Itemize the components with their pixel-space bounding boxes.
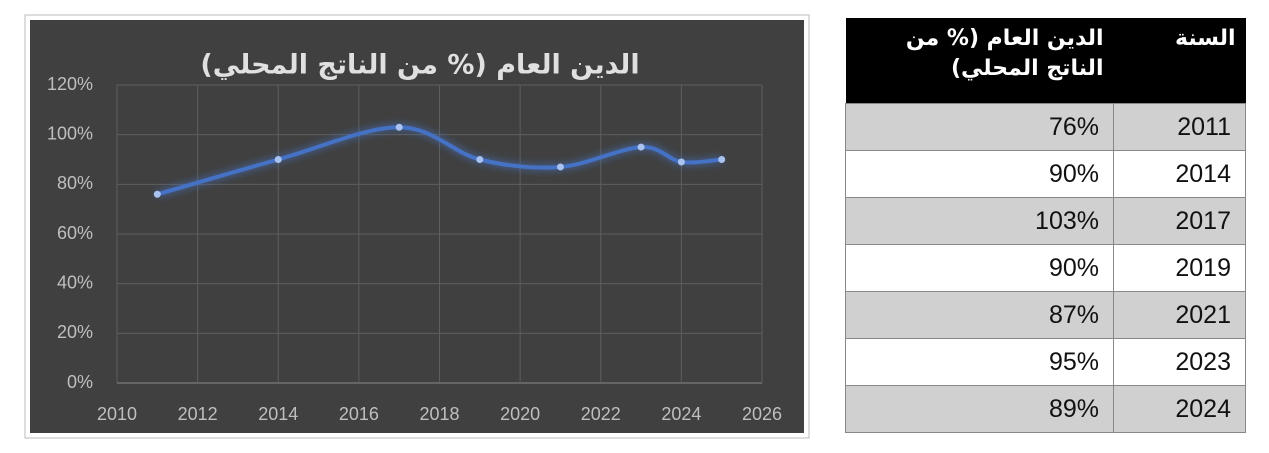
table-row: 2024 89% <box>845 385 1246 433</box>
x-tick-label: 2014 <box>258 404 298 424</box>
data-point <box>153 190 161 198</box>
header-row: السنة الدين العام (% من الناتج المحلي) <box>845 18 1246 104</box>
x-tick-label: 2024 <box>661 404 701 424</box>
y-tick-label: 60% <box>57 223 93 243</box>
x-tick-label: 2016 <box>339 404 379 424</box>
table-row: 2019 90% <box>845 244 1246 292</box>
header-cell: الدين العام (% من الناتج المحلي) <box>845 18 1114 104</box>
x-tick-label: 2020 <box>500 404 540 424</box>
data-table: السنة الدين العام (% من الناتج المحلي) 2… <box>845 18 1246 433</box>
data-point <box>395 123 403 131</box>
y-tick-label: 40% <box>57 272 93 292</box>
x-tick-label: 2010 <box>97 404 137 424</box>
table-cell: 2021 <box>1113 291 1246 339</box>
table-cell: 2014 <box>1113 150 1246 198</box>
table-cell: 103% <box>845 197 1114 245</box>
x-tick-label: 2012 <box>178 404 218 424</box>
table-row: 2021 87% <box>845 291 1246 339</box>
table-cell: 2017 <box>1113 197 1246 245</box>
table-cell: 90% <box>845 244 1114 292</box>
table-cell: 90% <box>845 150 1114 198</box>
data-point <box>274 156 282 163</box>
data-point <box>718 156 726 163</box>
chart: الدين العام (% من الناتج المحلي) 0% 20% 40… <box>24 14 810 439</box>
chart-area <box>30 20 804 433</box>
table-cell: 87% <box>845 291 1114 339</box>
y-tick-label: 120% <box>47 74 93 94</box>
table-cell: 89% <box>845 385 1114 433</box>
y-tick-label: 20% <box>57 322 93 342</box>
data-point <box>556 163 564 171</box>
table-cell: 2019 <box>1113 244 1246 292</box>
chart-title: الدين العام (% من الناتج المحلي) <box>200 50 639 81</box>
table-cell: 95% <box>845 338 1114 386</box>
data-point <box>677 158 685 166</box>
header-cell: السنة <box>1113 18 1246 104</box>
y-tick-label: 0% <box>67 372 93 392</box>
table-cell: 2011 <box>1113 103 1246 151</box>
table-cell: 76% <box>845 103 1114 151</box>
y-tick-label: 100% <box>47 123 93 143</box>
x-tick-label: 2026 <box>742 404 782 424</box>
x-tick-label: 2022 <box>581 404 621 424</box>
x-tick-label: 2018 <box>419 404 459 424</box>
y-tick-label: 80% <box>57 173 93 193</box>
table-row: 2011 76% <box>845 103 1246 151</box>
data-point <box>637 143 645 151</box>
table-row: 2017 103% <box>845 197 1246 245</box>
table-cell: 2024 <box>1113 385 1246 433</box>
table-cell: 2023 <box>1113 338 1246 386</box>
data-point <box>476 156 484 163</box>
table-row: 2014 90% <box>845 150 1246 198</box>
table-row: 2023 95% <box>845 338 1246 386</box>
